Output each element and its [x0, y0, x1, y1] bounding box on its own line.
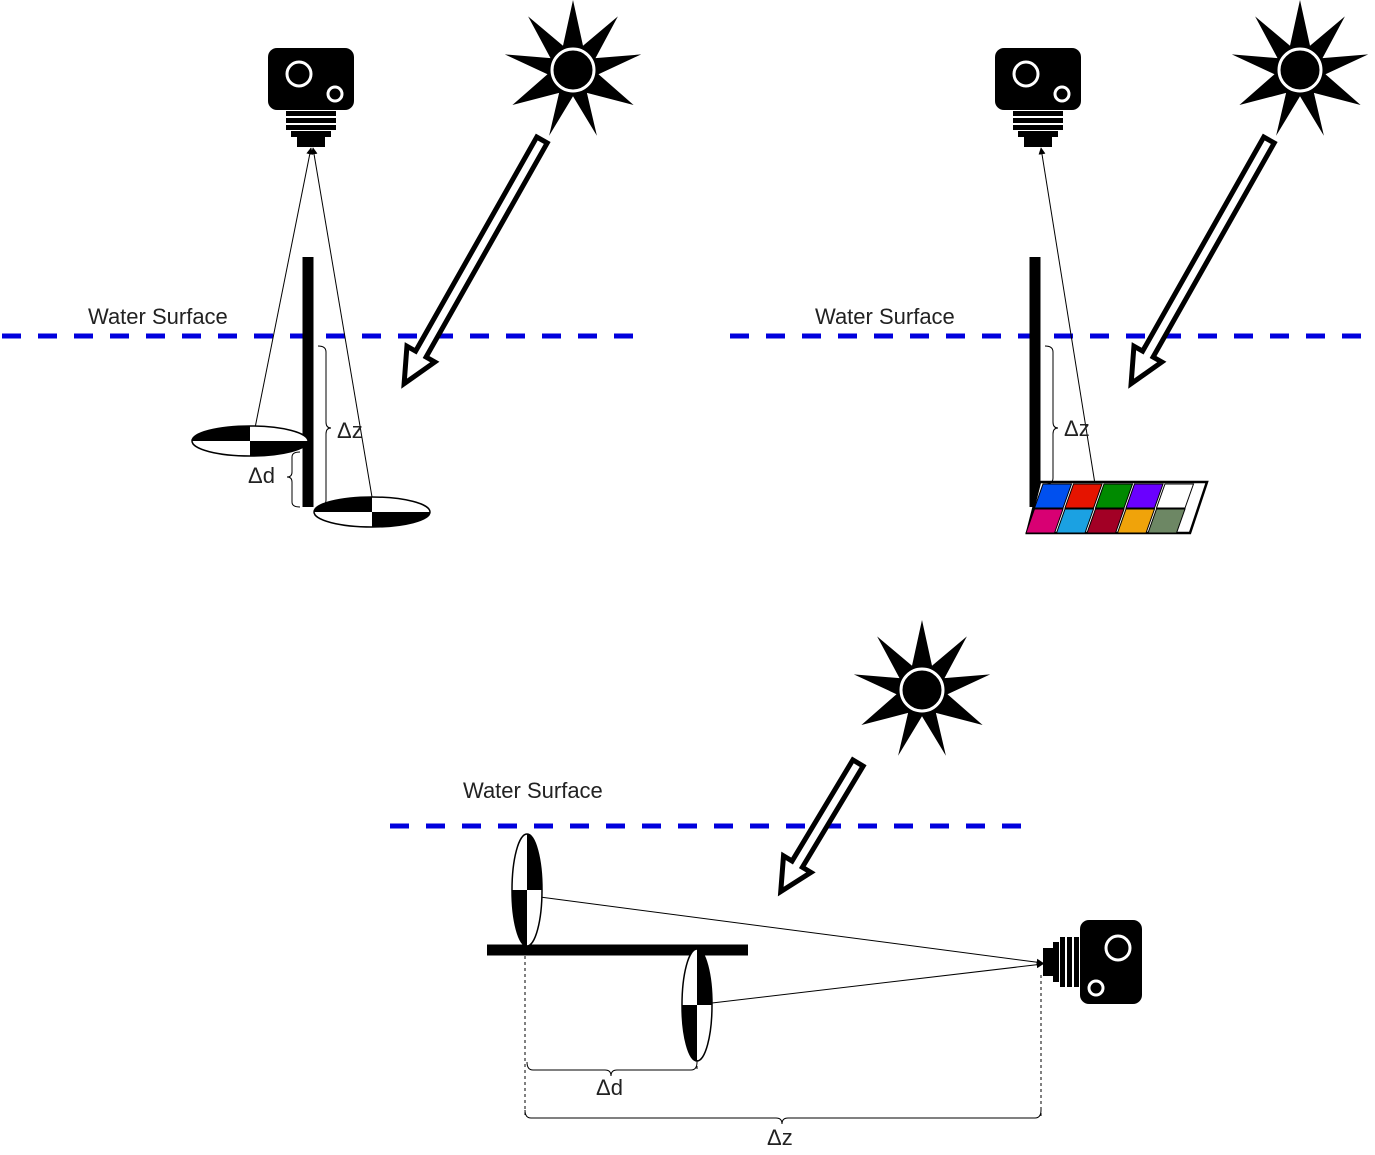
color-patch — [1086, 508, 1125, 534]
sun-icon — [1230, 0, 1370, 138]
panel-top-left: Water Surface Δz Δd — [2, 0, 643, 528]
dz-brace — [524, 1109, 1042, 1125]
sight-line — [711, 961, 1044, 1004]
camera-icon — [266, 46, 356, 149]
color-patch — [1125, 483, 1164, 509]
dd-label: Δd — [248, 463, 275, 488]
sun-icon — [852, 618, 992, 758]
checkerboard-target-icon — [191, 425, 309, 457]
sight-line — [539, 896, 1044, 966]
checkerboard-target-icon — [313, 496, 431, 528]
dd-label: Δd — [596, 1075, 623, 1100]
sun-icon — [503, 0, 643, 138]
sight-line — [310, 147, 373, 498]
dz-label: Δz — [337, 418, 363, 443]
water-surface-label: Water Surface — [815, 304, 955, 329]
water-surface-label: Water Surface — [463, 778, 603, 803]
dz-label: Δz — [1064, 416, 1090, 441]
dz-label: Δz — [767, 1125, 793, 1150]
sight-line — [1038, 147, 1096, 485]
color-patch — [1055, 508, 1095, 534]
panel-top-right: Water Surface Δz — [730, 0, 1372, 535]
water-surface-label: Water Surface — [88, 304, 228, 329]
color-patch — [1094, 483, 1134, 509]
checkerboard-target-icon — [681, 948, 713, 1062]
color-patch — [1155, 483, 1195, 509]
light-arrow-icon — [767, 755, 872, 900]
panel-bottom: Water Surface Δd Δz — [390, 618, 1142, 1150]
color-patch — [1147, 508, 1186, 534]
light-arrow-icon — [390, 132, 556, 391]
dd-brace — [286, 451, 301, 508]
color-patch — [1116, 508, 1156, 534]
color-patch — [1025, 508, 1064, 534]
camera-icon — [993, 46, 1083, 149]
sight-line — [254, 147, 314, 429]
color-chart-icon — [1025, 480, 1209, 535]
checkerboard-target-icon — [511, 833, 543, 947]
camera-icon — [1043, 920, 1142, 1004]
dz-brace — [1044, 345, 1059, 485]
dz-brace — [317, 345, 332, 507]
light-arrow-icon — [1117, 132, 1283, 391]
dd-brace — [526, 1061, 698, 1077]
color-patch — [1033, 483, 1073, 509]
color-patch — [1064, 483, 1103, 509]
